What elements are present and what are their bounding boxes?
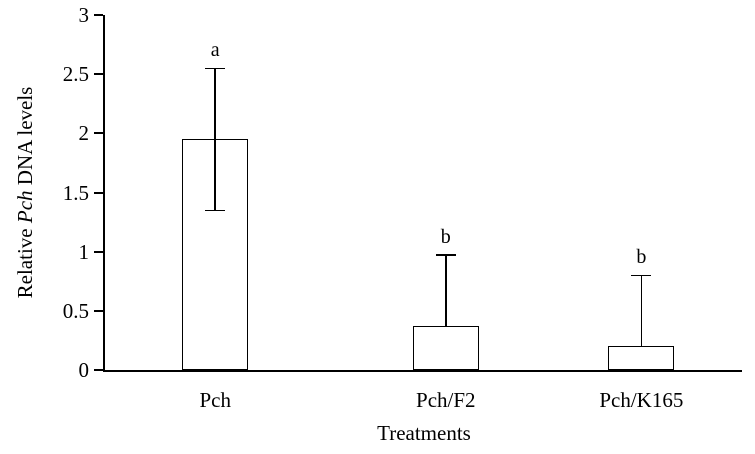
error-bar-cap-top <box>435 254 456 256</box>
error-bar-line <box>445 255 447 327</box>
y-tick-mark <box>94 191 103 194</box>
significance-letter: b <box>440 226 451 249</box>
x-axis-label: Treatments <box>377 421 471 445</box>
y-tick-label: 2.5 <box>62 62 89 87</box>
significance-letter: a <box>210 39 220 62</box>
y-tick-label: 3 <box>78 3 90 27</box>
x-category-label: Pch/K165 <box>599 388 684 412</box>
y-tick-label: 0 <box>78 358 90 382</box>
y-axis-label-prefix: Relative <box>13 223 37 299</box>
y-tick-mark <box>94 250 103 253</box>
y-axis-label: Relative Pch DNA levels <box>12 15 38 370</box>
x-category-label: Pch/F2 <box>416 388 476 412</box>
y-tick-mark <box>94 132 103 135</box>
error-bar-cap-top <box>631 274 652 277</box>
y-axis-line <box>103 15 105 372</box>
y-tick-mark <box>94 369 103 371</box>
x-category-label: Pch <box>199 388 231 412</box>
y-axis-label-italic-term: Pch <box>13 190 37 224</box>
error-bar-cap-bottom <box>205 209 226 211</box>
y-tick-mark <box>94 14 103 16</box>
y-tick-label: 1 <box>78 239 90 264</box>
bar <box>412 326 479 370</box>
error-bar-cap-top <box>205 67 226 69</box>
y-tick-label: 1.5 <box>62 180 89 205</box>
y-tick-label: 2 <box>78 121 90 146</box>
significance-letter: b <box>636 246 647 269</box>
bar <box>608 346 675 370</box>
x-axis-line <box>103 370 742 372</box>
y-tick-mark <box>94 73 103 76</box>
error-bar-line <box>214 68 216 211</box>
y-tick-mark <box>94 309 103 312</box>
y-axis-label-suffix: DNA levels <box>13 86 37 191</box>
y-tick-label: 0.5 <box>62 298 89 323</box>
error-bar-line <box>640 275 643 347</box>
